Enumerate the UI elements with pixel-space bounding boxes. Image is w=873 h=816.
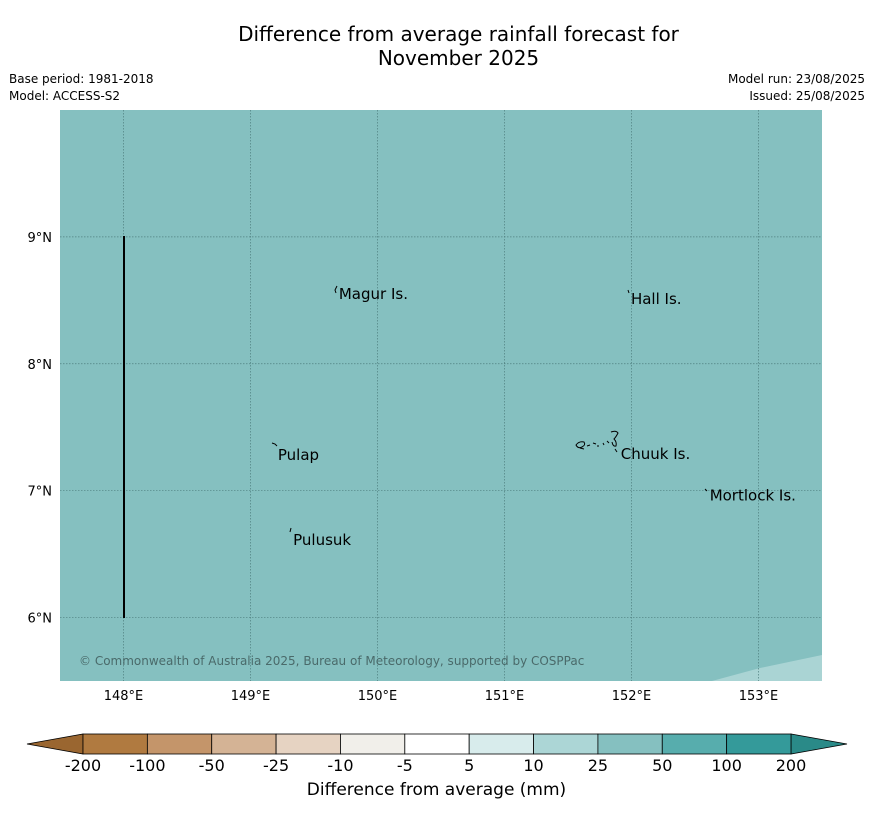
- colorbar-tick-3: -25: [263, 756, 289, 775]
- colorbar-segment-0: [82, 733, 148, 755]
- colorbar-tick-6: 5: [464, 756, 474, 775]
- lat-tick-label-1: 8°N: [28, 358, 53, 373]
- base-period: Base period: 1981-2018: [9, 72, 154, 86]
- lon-tick-label-4: 152°E: [612, 689, 652, 704]
- title-line-1: Difference from average rainfall forecas…: [238, 22, 679, 46]
- colorbar-segment-4: [340, 733, 406, 755]
- lat-tick-label-3: 6°N: [28, 612, 53, 627]
- colorbar-tick-4: -10: [327, 756, 353, 775]
- colorbar-segment-8: [597, 733, 663, 755]
- place-label-5: Pulusuk: [293, 531, 351, 549]
- lon-tick-label-2: 150°E: [358, 689, 398, 704]
- colorbar-tick-7: 10: [523, 756, 543, 775]
- island-magur: [334, 285, 338, 294]
- island-chuuk: [575, 430, 619, 453]
- colorbar-segment-9: [661, 733, 728, 755]
- lon-tick-label-3: 151°E: [485, 689, 525, 704]
- meta-right: Model run: 23/08/2025 Issued: 25/08/2025: [728, 71, 865, 105]
- colorbar-tick-2: -50: [199, 756, 225, 775]
- meta-left: Base period: 1981-2018 Model: ACCESS-S2: [9, 71, 154, 105]
- colorbar-segment-2: [211, 733, 277, 755]
- colorbar-under-arrow: [26, 733, 84, 755]
- colorbar-segment-3: [275, 733, 341, 755]
- issued-date: Issued: 25/08/2025: [749, 89, 865, 103]
- colorbar-tick-1: -100: [129, 756, 165, 775]
- lat-tick-label-0: 9°N: [28, 231, 53, 246]
- colorbar-tick-10: 100: [711, 756, 742, 775]
- lat-tick-label-2: 7°N: [28, 485, 53, 500]
- island-marks: [271, 285, 708, 533]
- lat-tick-labels: 9°N 8°N 7°N 6°N: [28, 231, 53, 627]
- gridlines: [60, 110, 822, 681]
- place-label-2: Pulap: [278, 446, 319, 464]
- colorbar-segment-7: [533, 733, 599, 755]
- colorbar-tick-5: -5: [397, 756, 413, 775]
- map-corner-shading: [712, 655, 822, 681]
- place-label-0: Magur Is.: [339, 285, 408, 303]
- colorbar-segment-10: [726, 733, 792, 755]
- island-hall: [627, 289, 630, 294]
- colorbar-tick-0: -200: [65, 756, 101, 775]
- colorbar-segment-6: [468, 733, 534, 755]
- colorbar-segment-1: [146, 733, 213, 755]
- colorbar-segment-5: [404, 733, 470, 755]
- lon-tick-label-0: 148°E: [104, 689, 144, 704]
- lon-tick-label-5: 153°E: [739, 689, 779, 704]
- place-label-1: Hall Is.: [631, 290, 682, 308]
- colorbar-tick-8: 25: [588, 756, 608, 775]
- place-label-3: Chuuk Is.: [621, 445, 690, 463]
- lon-tick-label-1: 149°E: [231, 689, 271, 704]
- copyright-notice: © Commonwealth of Australia 2025, Bureau…: [79, 654, 584, 668]
- colorbar-over-arrow: [790, 733, 848, 755]
- chart-title: Difference from average rainfall forecas…: [0, 22, 873, 70]
- island-pulusuk: [289, 527, 292, 533]
- island-mortlock: [704, 488, 708, 492]
- colorbar: -200 -100 -50 -25 -10 -5 5 10 25 50 100 200: [26, 733, 848, 775]
- colorbar-label: Difference from average (mm): [306, 780, 567, 800]
- colorbar-tick-11: 200: [776, 756, 807, 775]
- place-labels: Magur Is. Hall Is. Pulap Chuuk Is. Mortlock …: [278, 285, 796, 549]
- map-background: [60, 110, 822, 681]
- lon-tick-labels: 148°E 149°E 150°E 151°E 152°E 153°E: [104, 689, 779, 704]
- place-label-4: Mortlock Is.: [710, 487, 796, 505]
- model-name: Model: ACCESS-S2: [9, 89, 121, 103]
- island-pulap: [271, 442, 278, 447]
- title-line-2: November 2025: [377, 46, 540, 70]
- model-run: Model run: 23/08/2025: [727, 72, 865, 86]
- colorbar-tick-9: 50: [652, 756, 672, 775]
